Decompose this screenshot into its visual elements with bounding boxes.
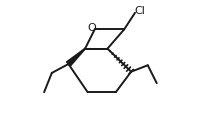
Text: Cl: Cl	[134, 6, 145, 16]
Polygon shape	[67, 48, 85, 66]
Text: O: O	[87, 23, 96, 33]
